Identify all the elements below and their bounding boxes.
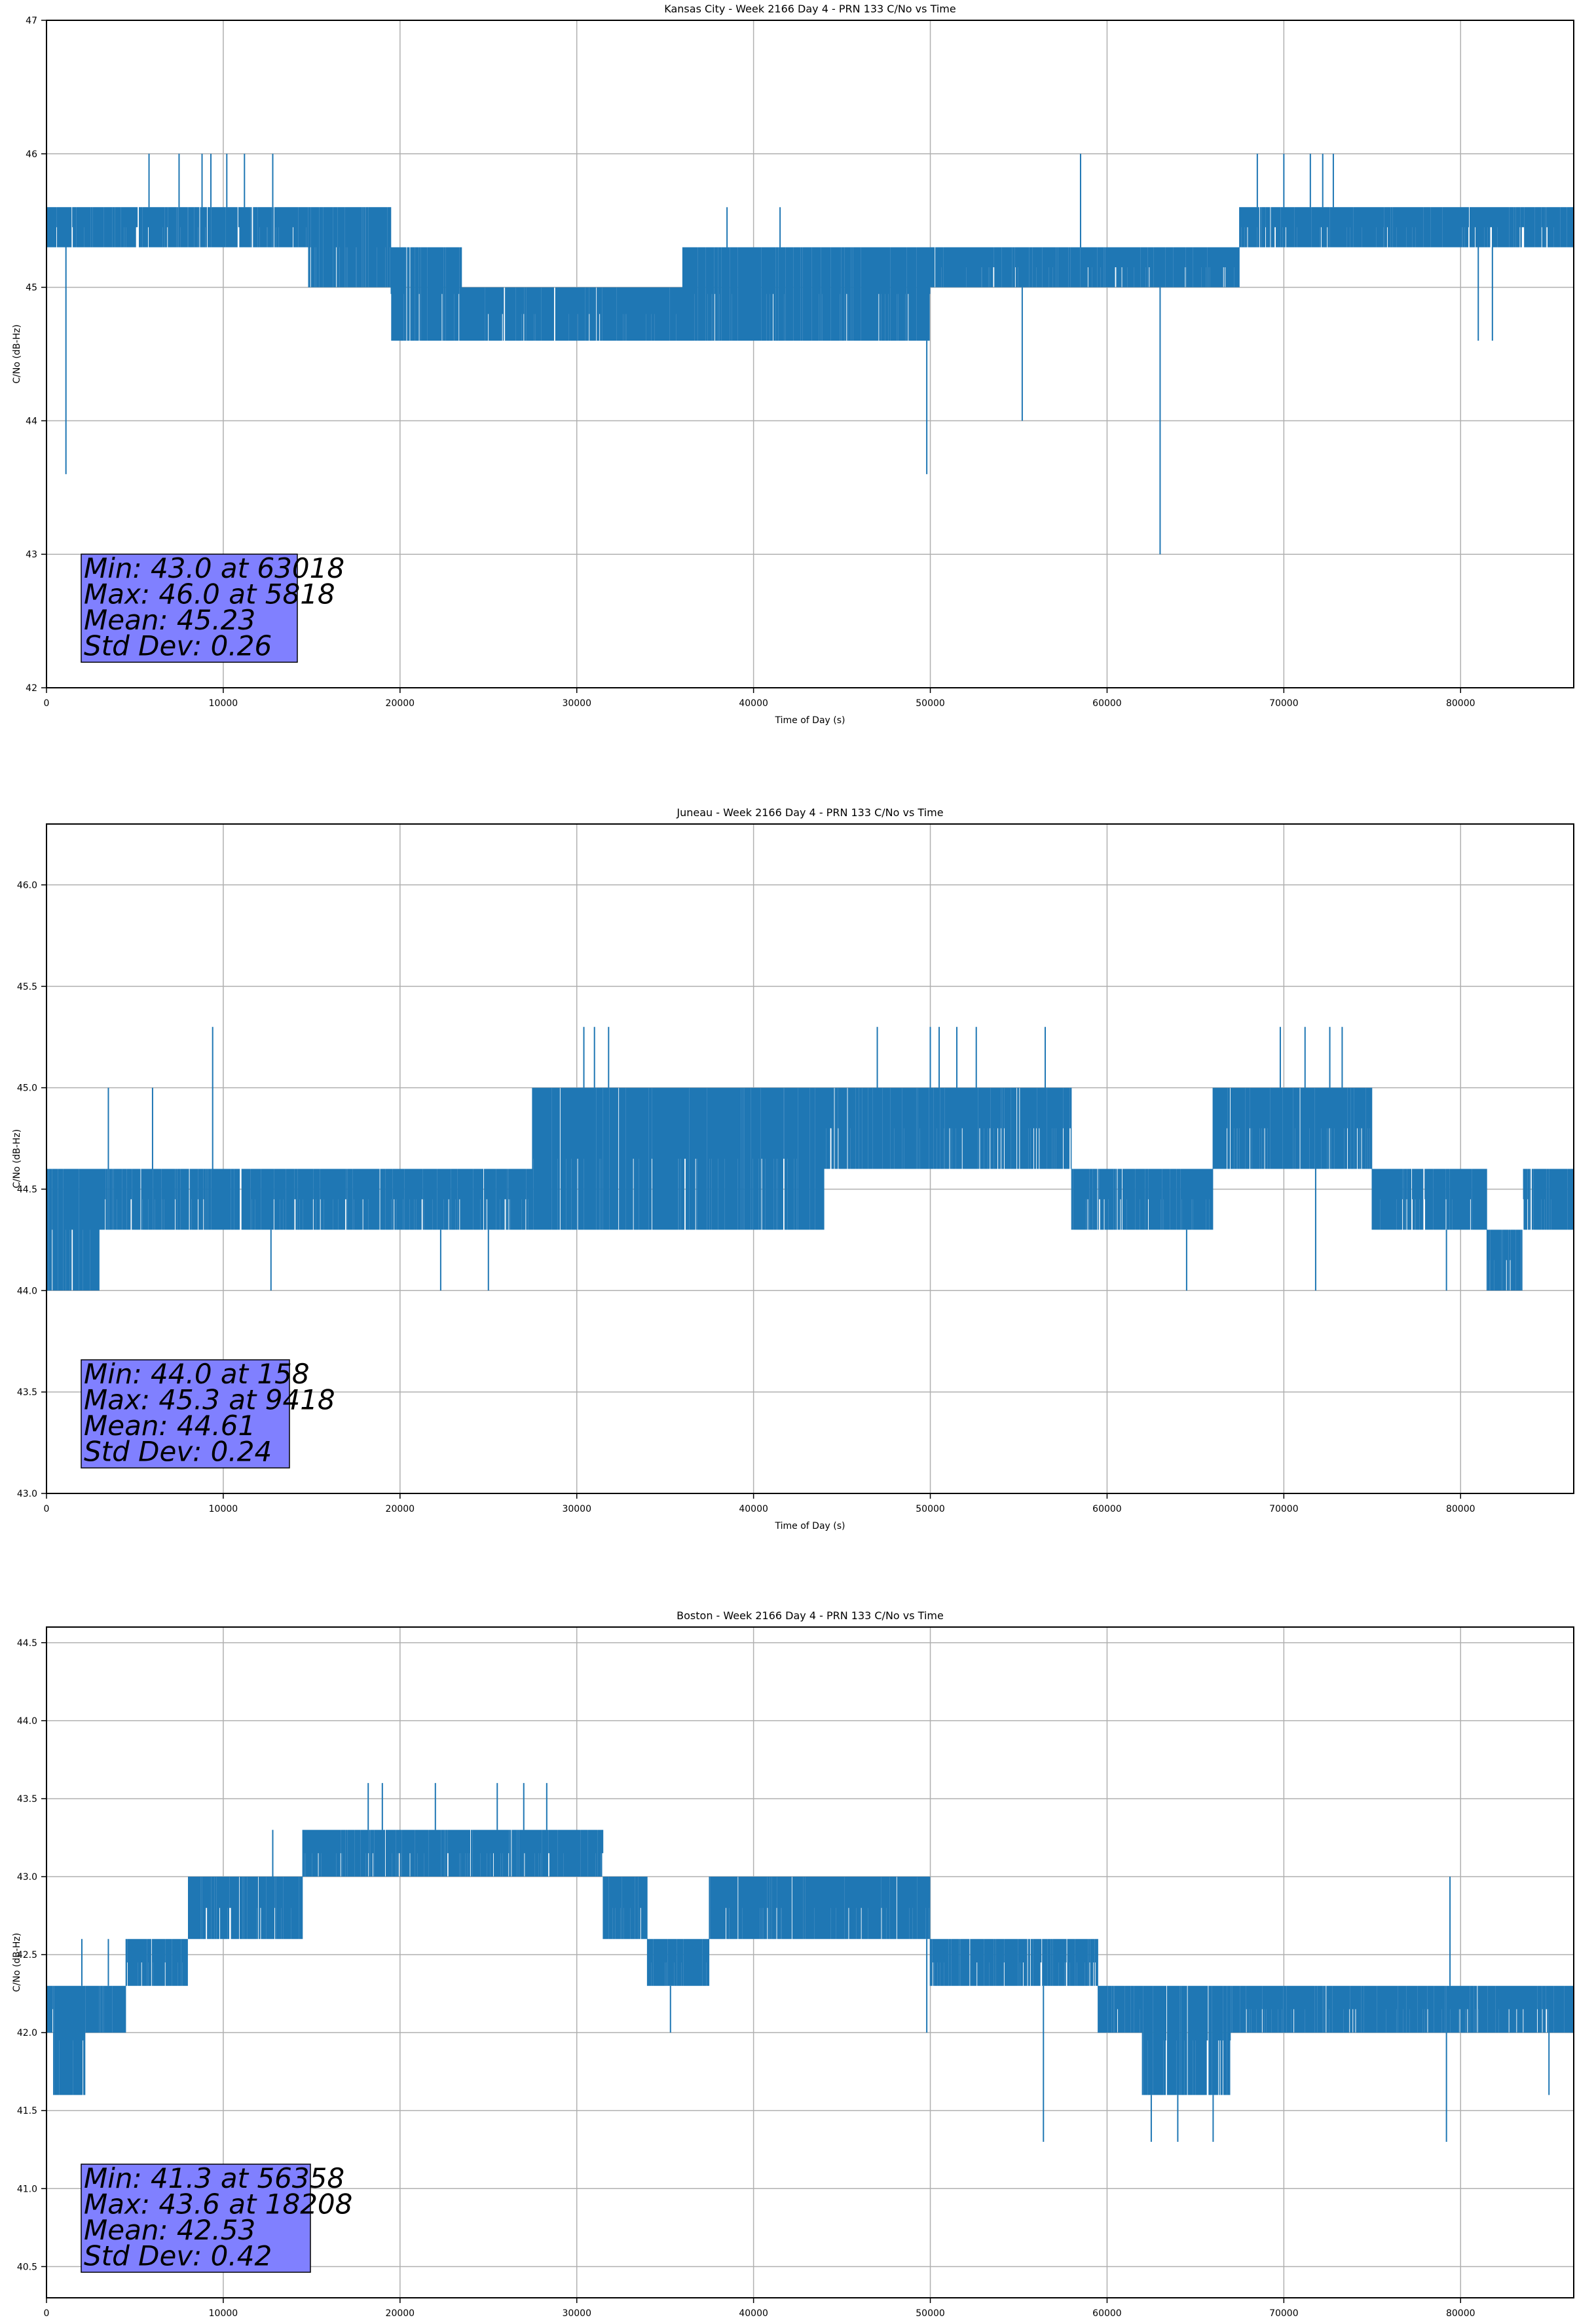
stats-line: Mean: 45.23 — [84, 604, 255, 636]
y-tick-label: 46.0 — [17, 880, 37, 891]
x-tick-label: 70000 — [1269, 698, 1299, 709]
series-line — [46, 1829, 1574, 2095]
stats-line: Std Dev: 0.24 — [84, 1436, 272, 1468]
y-tick-label: 42 — [26, 683, 37, 694]
x-tick-label: 10000 — [209, 2308, 238, 2319]
x-tick-label: 0 — [44, 698, 50, 709]
x-tick-label: 70000 — [1269, 1504, 1299, 1514]
x-tick-label: 50000 — [916, 2308, 945, 2319]
y-tick-label: 43.5 — [17, 1387, 37, 1398]
y-tick-label: 44.0 — [17, 1716, 37, 1727]
x-tick-label: 60000 — [1092, 698, 1122, 709]
x-tick-label: 40000 — [739, 2308, 768, 2319]
y-axis-label: C/No (dB-Hz) — [12, 324, 22, 383]
x-tick-label: 30000 — [562, 1504, 591, 1514]
y-tick-label: 46 — [26, 149, 37, 160]
x-tick-label: 0 — [44, 2308, 50, 2319]
stats-line: Max: 45.3 at 9418 — [84, 1384, 335, 1416]
x-tick-label: 70000 — [1269, 2308, 1299, 2319]
stats-line: Mean: 42.53 — [84, 2214, 255, 2246]
stats-line: Min: 44.0 at 158 — [84, 1358, 310, 1390]
stats-line: Mean: 44.61 — [84, 1410, 255, 1442]
x-tick-label: 80000 — [1446, 2308, 1475, 2319]
y-tick-label: 43 — [26, 550, 37, 560]
x-tick-label: 10000 — [209, 698, 238, 709]
x-tick-label: 60000 — [1092, 1504, 1122, 1514]
y-axis-label: C/No (dB-Hz) — [12, 1129, 22, 1188]
chart-1: 0 10000 20000 30000 40000 50000 60000 70000 8000… — [12, 806, 1574, 1531]
chart-title: Kansas City - Week 2166 Day 4 - PRN 133 … — [664, 3, 955, 15]
stats-box — [81, 553, 298, 663]
y-tick-label: 47 — [26, 16, 37, 26]
stats-line: Std Dev: 0.42 — [84, 2240, 272, 2272]
stats-line: Min: 41.3 at 56358 — [84, 2162, 344, 2194]
x-tick-label: 20000 — [386, 698, 415, 709]
x-axis-label: Time of Day (s) — [775, 715, 845, 726]
chart-2: 0 10000 20000 30000 40000 50000 60000 70000 8000… — [12, 1609, 1574, 2319]
stats-line: Std Dev: 0.26 — [84, 630, 272, 662]
x-tick-label: 40000 — [739, 698, 768, 709]
x-tick-label: 50000 — [916, 698, 945, 709]
y-tick-label: 42.0 — [17, 2028, 37, 2038]
x-tick-label: 20000 — [386, 1504, 415, 1514]
stats-box — [81, 2164, 311, 2273]
plot-frame — [46, 20, 1574, 688]
y-tick-label: 43.0 — [17, 1872, 37, 1883]
y-tick-label: 40.5 — [17, 2262, 37, 2272]
stats-box — [81, 1359, 290, 1469]
y-axis-label: C/No (dB-Hz) — [12, 1933, 22, 1992]
y-tick-label: 45 — [26, 283, 37, 293]
y-tick-label: 41.0 — [17, 2184, 37, 2194]
x-tick-label: 40000 — [739, 1504, 768, 1514]
chart-0: 0 10000 20000 30000 40000 50000 60000 70000 8000… — [12, 3, 1574, 726]
x-tick-label: 50000 — [916, 1504, 945, 1514]
y-tick-label: 43.5 — [17, 1794, 37, 1805]
x-tick-label: 80000 — [1446, 698, 1475, 709]
stats-line: Min: 43.0 at 63018 — [84, 552, 344, 584]
chart-title: Boston - Week 2166 Day 4 - PRN 133 C/No … — [677, 1609, 944, 1622]
stats-line: Max: 46.0 at 5818 — [84, 578, 335, 610]
x-tick-label: 80000 — [1446, 1504, 1475, 1514]
plot-frame — [46, 823, 1574, 1494]
y-tick-label: 45.0 — [17, 1083, 37, 1094]
x-tick-label: 0 — [44, 1504, 50, 1514]
y-tick-label: 42.5 — [17, 1950, 37, 1960]
y-tick-label: 44.5 — [17, 1184, 37, 1195]
y-tick-label: 45.5 — [17, 982, 37, 992]
y-tick-label: 41.5 — [17, 2106, 37, 2116]
series-line — [46, 207, 1574, 341]
plot-frame — [46, 1626, 1574, 2298]
x-tick-label: 20000 — [386, 2308, 415, 2319]
x-tick-label: 60000 — [1092, 2308, 1122, 2319]
y-tick-label: 44.5 — [17, 1638, 37, 1649]
y-tick-label: 44 — [26, 416, 37, 426]
x-axis-label: Time of Day (s) — [775, 1521, 845, 1531]
y-tick-label: 44.0 — [17, 1286, 37, 1296]
y-tick-label: 43.0 — [17, 1489, 37, 1499]
x-tick-label: 30000 — [562, 2308, 591, 2319]
chart-title: Juneau - Week 2166 Day 4 - PRN 133 C/No … — [676, 806, 943, 819]
stats-line: Max: 43.6 at 18208 — [84, 2188, 352, 2221]
x-tick-label: 30000 — [562, 698, 591, 709]
x-tick-label: 10000 — [209, 1504, 238, 1514]
